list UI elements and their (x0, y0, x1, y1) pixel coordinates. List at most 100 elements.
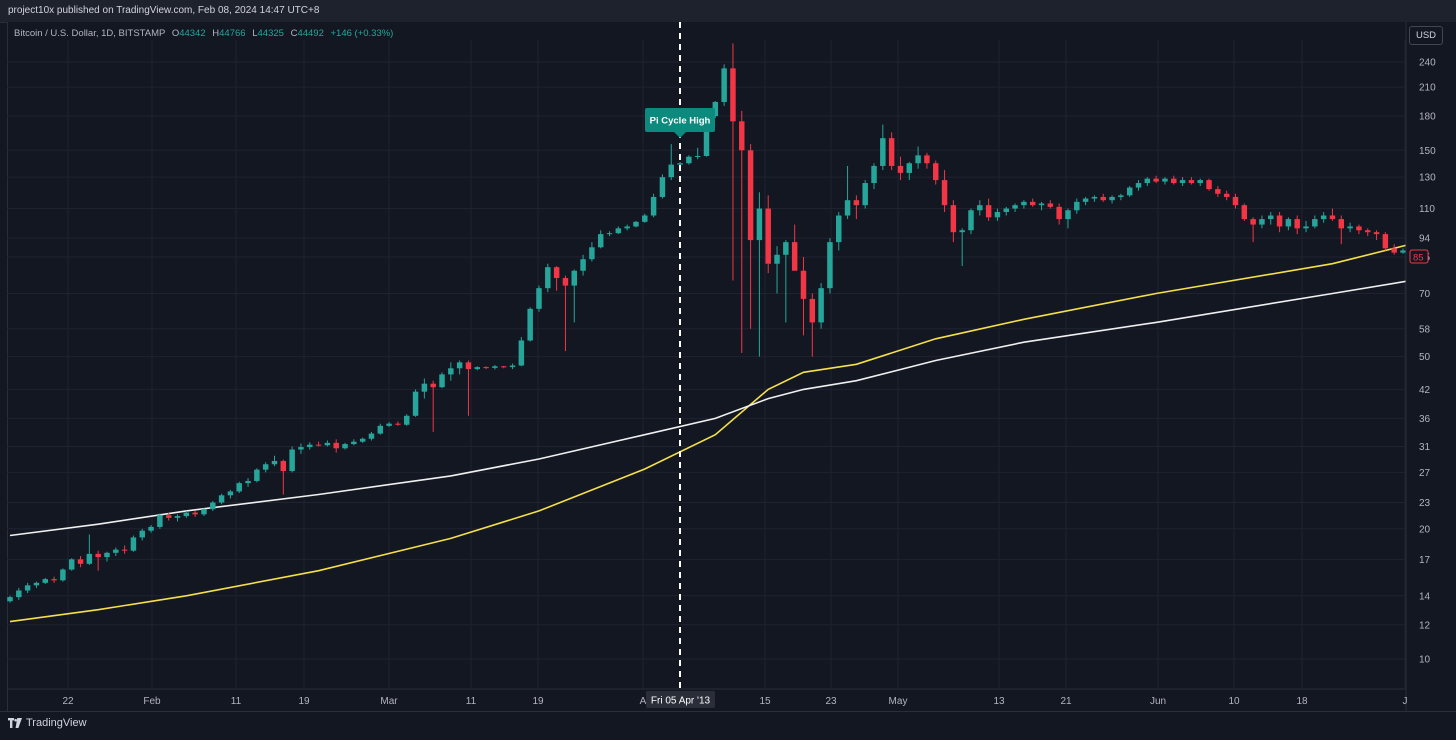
candle (421, 378, 428, 399)
candle (1162, 177, 1168, 185)
candle-body (236, 483, 242, 492)
candle-body (157, 515, 163, 527)
candle (1250, 217, 1256, 243)
candle (924, 152, 930, 169)
candle-body (1003, 208, 1009, 213)
candle (968, 208, 974, 235)
candle (254, 468, 260, 483)
candle (888, 132, 895, 171)
candle-body (68, 559, 75, 570)
candle (1126, 186, 1133, 197)
candle (359, 437, 366, 443)
candle-body (1215, 189, 1221, 194)
candle-body (1223, 193, 1230, 197)
crosshair-date-label: Fri 05 Apr '13 (651, 696, 711, 707)
low-key: L (252, 28, 258, 39)
crosshair-date-badge (646, 691, 715, 708)
candle (386, 422, 392, 427)
candle-body (774, 254, 780, 264)
candle (950, 200, 957, 243)
high-key: H (212, 28, 220, 39)
candle-body (139, 530, 145, 538)
candle (1197, 178, 1203, 187)
candle-body (271, 460, 278, 465)
x-tick-label: 10 (1228, 696, 1240, 707)
candle-body (1109, 196, 1115, 201)
candle-body (791, 242, 798, 271)
candle (871, 163, 877, 190)
x-tick-label: Mar (380, 696, 398, 707)
candle-body (1065, 210, 1071, 220)
candle (509, 363, 516, 370)
candle-body (950, 205, 957, 233)
candle (1259, 215, 1265, 229)
candle-body (871, 165, 877, 184)
candle-body (862, 183, 868, 206)
candle (465, 360, 472, 416)
candle-body (880, 138, 886, 166)
candle (1179, 177, 1186, 187)
candle-body (650, 196, 657, 216)
candle-body (1347, 226, 1353, 229)
candle (1153, 175, 1159, 184)
candle (342, 442, 348, 450)
marker-label: Pi Cycle High (650, 116, 711, 127)
candle (1320, 212, 1327, 223)
candle (1074, 198, 1080, 214)
candle-body (1294, 219, 1300, 229)
candle-body (386, 423, 392, 426)
candle-body (1021, 201, 1027, 206)
candle-body (1038, 203, 1045, 206)
candle-body (1391, 248, 1397, 253)
candle-body (580, 259, 586, 271)
candle-body (765, 208, 771, 264)
candle (836, 212, 842, 251)
candle (1276, 212, 1283, 233)
candle-body (24, 585, 31, 591)
candle (730, 43, 736, 281)
candle-body (1338, 219, 1345, 229)
candle-body (210, 502, 216, 510)
candle-body (959, 230, 965, 233)
candle-body (677, 163, 683, 165)
candle (7, 595, 13, 603)
candle (448, 362, 454, 381)
close-key: C (290, 28, 298, 39)
candle (33, 581, 40, 588)
ma-line-yellow (9, 232, 1456, 623)
candle-body (1029, 201, 1036, 206)
candle (1382, 232, 1389, 251)
candle-body (333, 442, 339, 449)
candle (483, 366, 489, 370)
x-tick-label: 21 (1060, 696, 1072, 707)
candle (289, 446, 295, 473)
candle (324, 440, 331, 447)
y-tick-label: 70 (1419, 289, 1431, 300)
price-axis-bg (1406, 22, 1456, 711)
candle-body (130, 537, 137, 551)
candle (1338, 215, 1345, 245)
candle (210, 500, 216, 511)
candle-body (174, 516, 181, 518)
candle-body (827, 242, 833, 289)
candle (712, 101, 719, 119)
close-value: 44492 (297, 28, 324, 39)
candle (351, 439, 357, 446)
candle-body (307, 444, 313, 448)
candle-body (624, 226, 630, 229)
candle-body (756, 208, 763, 241)
x-tick-label: 19 (532, 696, 544, 707)
candle (307, 442, 313, 450)
candle-body (783, 242, 789, 255)
currency-button[interactable]: USD (1409, 26, 1443, 45)
candle (500, 365, 507, 369)
candle-body (597, 234, 604, 248)
candle-body (1118, 195, 1124, 197)
candle-body (1285, 219, 1292, 227)
candle-body (800, 270, 807, 299)
tradingview-brand[interactable]: TradingView (8, 717, 87, 729)
candle (756, 192, 763, 357)
marker-box (645, 108, 715, 132)
x-tick-label: 23 (825, 696, 837, 707)
